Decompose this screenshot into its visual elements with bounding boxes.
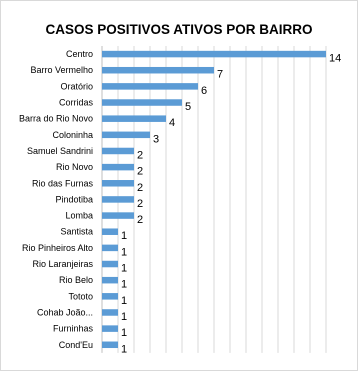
bar <box>102 83 198 90</box>
data-label: 2 <box>137 214 143 226</box>
data-label: 2 <box>137 182 143 194</box>
category-tick-label: Corridas <box>59 98 94 108</box>
bar <box>102 341 118 349</box>
bar <box>102 99 182 106</box>
bar <box>102 325 118 332</box>
data-label: 1 <box>121 279 127 291</box>
data-label: 1 <box>121 327 127 339</box>
category-tick-label: Santista <box>60 227 93 237</box>
data-label: 2 <box>137 198 143 210</box>
category-tick-label: Tototo <box>68 291 93 301</box>
data-label: 1 <box>121 246 127 258</box>
data-label: 3 <box>153 133 159 145</box>
bar <box>102 244 118 252</box>
bars <box>102 50 326 349</box>
bar <box>102 180 134 187</box>
data-label: 1 <box>121 311 127 323</box>
category-tick-label: Samuel Sandrini <box>27 146 93 156</box>
data-label: 2 <box>137 166 143 178</box>
category-tick-label: Coloninha <box>52 130 93 140</box>
bar <box>102 228 118 235</box>
category-tick-label: Rio Pinheiros Alto <box>22 243 93 253</box>
data-label: 1 <box>121 295 127 307</box>
category-tick-label: Cohab João... <box>37 307 93 317</box>
category-tick-label: Cond'Eu <box>59 340 93 350</box>
category-tick-label: Furninhas <box>53 324 94 334</box>
category-tick-label: Rio das Furnas <box>32 178 94 188</box>
category-tick-label: Rio Belo <box>59 275 93 285</box>
bar <box>102 115 166 122</box>
bar <box>102 260 118 268</box>
data-label: 2 <box>137 149 143 161</box>
bar <box>102 276 118 284</box>
data-label: 14 <box>329 53 341 65</box>
bar <box>102 309 118 316</box>
data-label: 1 <box>121 343 127 355</box>
category-tick-label: Barra do Rio Novo <box>19 114 93 124</box>
data-label: 6 <box>201 85 207 97</box>
bar <box>102 131 150 139</box>
bar <box>102 66 214 74</box>
category-tick-label: Rio Laranjeiras <box>32 259 93 269</box>
bar <box>102 147 134 155</box>
data-label: 1 <box>121 230 127 242</box>
bar <box>102 163 134 171</box>
data-label: 4 <box>169 117 175 129</box>
category-tick-label: Centro <box>66 49 93 59</box>
bar <box>102 212 134 219</box>
data-label: 7 <box>217 69 223 81</box>
bar <box>102 293 118 300</box>
category-tick-label: Pindotiba <box>55 194 93 204</box>
category-tick-label: Lomba <box>65 211 93 221</box>
category-tick-label: Oratório <box>60 81 93 91</box>
bar <box>102 50 326 58</box>
chart-title: CASOS POSITIVOS ATIVOS POR BAIRRO <box>45 22 313 37</box>
category-tick-label: Barro Vermelho <box>30 65 93 75</box>
data-label: 5 <box>185 101 191 113</box>
category-tick-label: Rio Novo <box>56 162 93 172</box>
data-label: 1 <box>121 263 127 275</box>
gridlines <box>117 46 327 353</box>
bar <box>102 196 134 203</box>
